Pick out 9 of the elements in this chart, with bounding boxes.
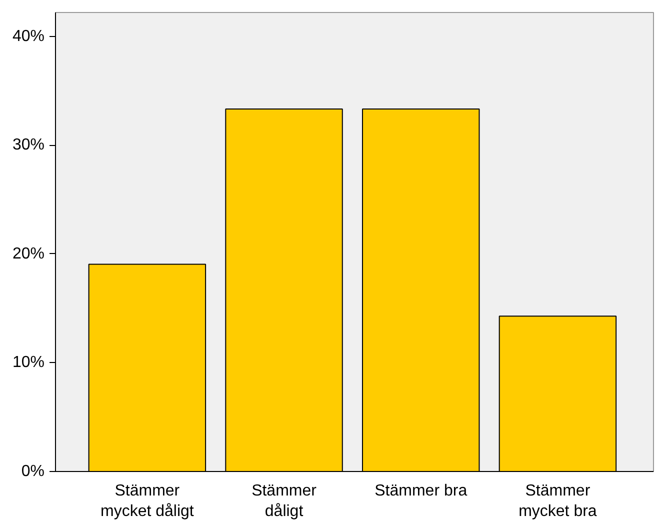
x-tick-label: Stämmer bra xyxy=(374,482,468,500)
y-tick-label: 0% xyxy=(21,463,44,480)
x-tick-label: Stämmer dåligt xyxy=(252,482,318,520)
y-tick-label: 10% xyxy=(12,354,45,372)
x-tick-label: Stämmer mycket bra xyxy=(518,482,597,520)
y-tick-label: 20% xyxy=(12,245,45,262)
x-tick-label: Stämmer mycket dåligt xyxy=(100,482,194,520)
y-tick-label: 40% xyxy=(12,28,45,45)
y-tick-label: 30% xyxy=(12,136,45,154)
